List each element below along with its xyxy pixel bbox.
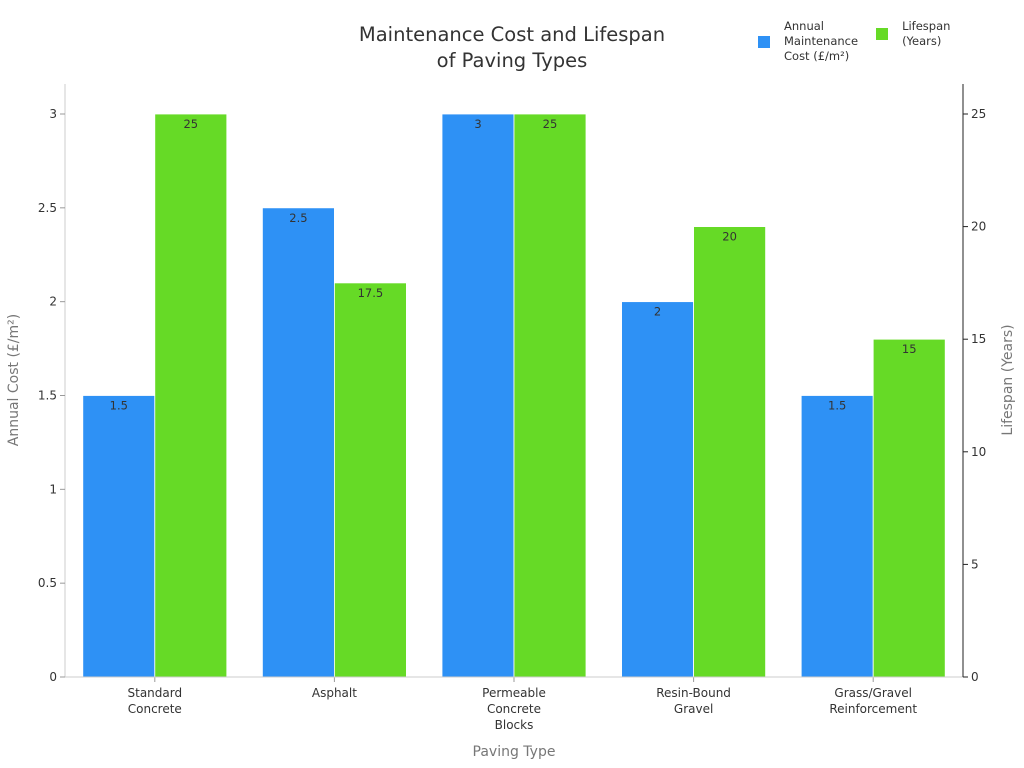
y-axis-title-right: Lifespan (Years) bbox=[1000, 324, 1016, 435]
x-tick-label: Blocks bbox=[495, 718, 534, 732]
chart-legend: Annual Maintenance Cost (£/m²) Lifespan … bbox=[758, 19, 950, 64]
y-tick-label-left: 0 bbox=[49, 670, 57, 684]
bar-lifespan[interactable] bbox=[513, 113, 587, 678]
y-tick-label-right: 15 bbox=[971, 332, 986, 346]
legend-swatch-green bbox=[876, 28, 889, 40]
y-tick-label-right: 5 bbox=[971, 557, 979, 571]
bar-value-label: 25 bbox=[183, 117, 198, 131]
x-axis-title: Paving Type bbox=[473, 744, 556, 760]
bar-value-label: 1.5 bbox=[110, 399, 128, 413]
y-tick-label-left: 0.5 bbox=[38, 576, 57, 590]
y-tick-label-left: 2 bbox=[49, 295, 57, 309]
x-tick-label: Standard bbox=[128, 686, 183, 700]
bar-value-label: 25 bbox=[543, 117, 558, 131]
bar-value-label: 2.5 bbox=[289, 211, 307, 225]
legend-item-annual-cost[interactable]: Annual Maintenance Cost (£/m²) bbox=[758, 19, 858, 64]
bar-annual-cost[interactable] bbox=[800, 395, 874, 678]
bar-annual-cost[interactable] bbox=[82, 395, 156, 678]
x-tick-label: Concrete bbox=[128, 702, 182, 716]
chart-title-line-2: of Paving Types bbox=[436, 49, 588, 72]
x-tick-label: Asphalt bbox=[312, 686, 357, 700]
legend-label-lifespan: Lifespan (Years) bbox=[902, 19, 951, 48]
x-tick-label: Resin-Bound bbox=[656, 686, 731, 700]
bar-value-label: 3 bbox=[474, 117, 481, 131]
bar-lifespan[interactable] bbox=[154, 113, 228, 678]
y-tick-label-left: 2.5 bbox=[38, 201, 57, 215]
bar-value-label: 2 bbox=[654, 305, 661, 319]
bar-lifespan[interactable] bbox=[693, 226, 766, 678]
axes-group: Standard Concrete Asphalt Permeable Concrete… bbox=[38, 84, 986, 732]
y-tick-label-left: 3 bbox=[49, 107, 57, 121]
chart-title-line-1: Maintenance Cost and Lifespan bbox=[358, 23, 666, 46]
y-axis-title-left: Annual Cost (£/m²) bbox=[6, 314, 22, 447]
x-tick-label: Reinforcement bbox=[829, 702, 917, 716]
bar-value-label: 1.5 bbox=[828, 399, 846, 413]
bars-group: 1.5 25 2.5 17.5 3 25 2 20 1.5 15 bbox=[82, 113, 946, 678]
y-tick-label-right: 25 bbox=[971, 107, 986, 121]
y-tick-label-right: 10 bbox=[971, 445, 986, 459]
legend-label-annual-cost: Annual Maintenance Cost (£/m²) bbox=[784, 19, 859, 63]
bar-annual-cost[interactable] bbox=[441, 113, 515, 678]
x-tick-label: Gravel bbox=[674, 702, 713, 716]
legend-item-lifespan[interactable]: Lifespan (Years) bbox=[876, 19, 950, 64]
bar-value-label: 17.5 bbox=[358, 286, 384, 300]
legend-swatch-blue bbox=[758, 36, 770, 48]
y-tick-label-left: 1 bbox=[49, 482, 57, 496]
y-tick-label-left: 1.5 bbox=[38, 389, 57, 403]
x-tick-label: Permeable bbox=[482, 686, 546, 700]
bar-lifespan[interactable] bbox=[333, 282, 407, 678]
y-tick-label-right: 20 bbox=[971, 220, 986, 234]
chart-title: Maintenance Cost and Lifespan of Paving … bbox=[340, 22, 684, 74]
y-tick-label-right: 0 bbox=[971, 670, 979, 684]
bar-value-label: 15 bbox=[902, 342, 917, 356]
bar-value-label: 20 bbox=[722, 230, 737, 244]
bar-annual-cost[interactable] bbox=[261, 207, 335, 678]
x-tick-label: Concrete bbox=[487, 702, 541, 716]
x-tick-label: Grass/Gravel bbox=[834, 686, 912, 700]
bar-annual-cost[interactable] bbox=[621, 301, 694, 678]
bar-lifespan[interactable] bbox=[872, 338, 946, 678]
